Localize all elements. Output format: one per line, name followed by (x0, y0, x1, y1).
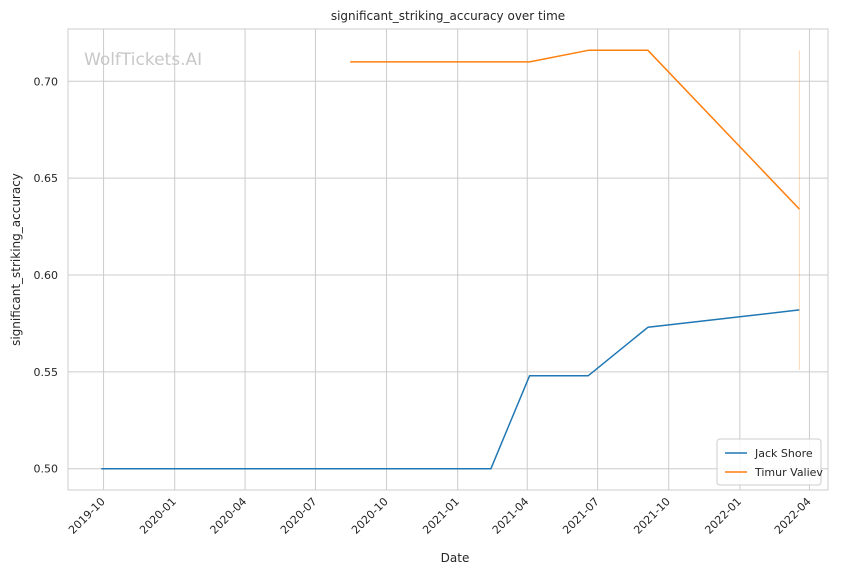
y-tick-label: 0.55 (34, 366, 59, 379)
y-ticks: 0.50 0.55 0.60 0.65 0.70 (34, 75, 59, 475)
plot-border (67, 28, 829, 491)
series-group (101, 49, 800, 470)
y-axis-label: significant_striking_accuracy (9, 173, 23, 346)
legend: Jack Shore Timur Valiev (716, 438, 823, 486)
y-tick-label: 0.60 (34, 269, 59, 282)
y-tick-label: 0.70 (34, 75, 59, 88)
series-line-timur-valiev (350, 49, 800, 210)
plot-frame (67, 28, 829, 491)
chart-title: significant_striking_accuracy over time (331, 9, 565, 23)
x-axis-label: Date (441, 551, 470, 565)
watermark: WolfTickets.AI (84, 50, 202, 70)
legend-label: Timur Valiev (754, 466, 823, 479)
series-line-jack-shore (101, 309, 800, 470)
legend-label: Jack Shore (754, 447, 813, 460)
y-tick-label: 0.65 (34, 172, 59, 185)
y-tick-label: 0.50 (34, 463, 59, 476)
legend-box (716, 438, 822, 486)
